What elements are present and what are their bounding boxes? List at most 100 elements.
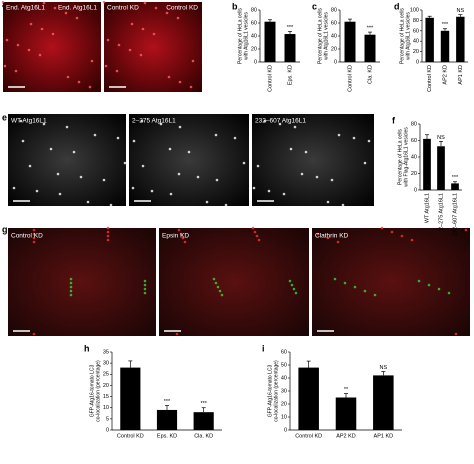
y-tick-label: 0	[416, 59, 419, 65]
speckle	[32, 332, 36, 336]
significance: ***	[287, 25, 294, 31]
speckle	[427, 283, 431, 287]
panel-letter: e	[2, 112, 7, 122]
micrograph	[104, 2, 202, 92]
speckle	[77, 80, 81, 84]
speckle	[196, 175, 200, 179]
speckle	[38, 53, 42, 57]
x-tick-label: Eps. KD	[157, 433, 177, 439]
speckle	[353, 285, 357, 289]
y-tick-label: 40	[411, 154, 417, 160]
significance: NS	[437, 135, 445, 141]
speckle	[278, 122, 282, 126]
y-tick-label: 30	[103, 361, 109, 367]
speckle	[214, 281, 218, 285]
y-axis-label: Percentage of HeLa cells	[317, 8, 323, 64]
x-tick-label: AP2 KD	[336, 433, 356, 439]
x-tick-label: Control KD	[427, 65, 433, 92]
speckle	[123, 161, 127, 165]
speckle	[191, 59, 195, 63]
speckle	[93, 133, 97, 137]
speckle	[464, 228, 468, 232]
speckle	[165, 11, 169, 15]
micrograph	[129, 114, 249, 206]
y-tick-label: 0	[284, 427, 287, 433]
speckle	[3, 64, 7, 68]
speckle	[131, 186, 135, 190]
significance: ***	[452, 175, 459, 181]
significance: NS	[457, 8, 465, 14]
y-tick-label: 0	[414, 187, 417, 193]
speckle	[253, 230, 257, 234]
y-tick-label: 15	[103, 394, 109, 400]
y-tick-label: 0	[334, 59, 337, 65]
speckle	[454, 332, 458, 336]
y-tick-label: 10	[281, 414, 287, 420]
speckle	[181, 236, 185, 240]
speckle	[66, 75, 70, 79]
x-tick-label: Eps. KD	[287, 65, 293, 85]
bar	[423, 138, 431, 190]
image-label: 232–607 Atg16L1	[255, 118, 306, 125]
speckle	[205, 200, 209, 204]
speckle	[28, 164, 32, 168]
panel-letter: d	[394, 1, 400, 11]
speckle	[330, 178, 334, 182]
y-tick-label: 40	[251, 33, 257, 39]
speckle	[143, 279, 147, 283]
speckle	[102, 178, 106, 182]
speckle	[29, 22, 33, 26]
micrograph	[312, 228, 470, 336]
speckle	[447, 291, 451, 295]
image-label: Epsin KD	[162, 233, 189, 240]
y-tick-label: 50	[281, 362, 287, 368]
bar	[373, 375, 394, 430]
speckle	[282, 192, 286, 196]
speckle	[336, 240, 340, 244]
speckle	[132, 139, 136, 143]
y-axis-label: with Flag-Atg16L1 vesicles	[403, 127, 409, 187]
micrograph	[8, 114, 126, 206]
speckle	[257, 238, 261, 242]
y-tick-label: 60	[411, 138, 417, 144]
speckle	[32, 240, 36, 244]
speckle	[141, 164, 145, 168]
speckle	[256, 164, 260, 168]
speckle	[215, 178, 219, 182]
significance: **	[344, 387, 349, 393]
speckle	[316, 232, 320, 236]
y-axis-label: co-localization (percentage)	[95, 360, 101, 422]
y-tick-label: 60	[413, 28, 419, 34]
speckle	[290, 283, 294, 287]
image-label: End. Atg16L1	[58, 5, 97, 12]
speckle	[106, 234, 110, 238]
y-tick-label: 5	[106, 416, 109, 422]
speckle	[42, 1, 46, 5]
significance: ***	[442, 22, 449, 28]
speckle	[300, 172, 304, 176]
y-axis-label: GFP-Atg16-tomato LC3	[89, 365, 95, 418]
speckle	[117, 43, 121, 47]
speckle	[179, 232, 183, 236]
speckle	[337, 133, 341, 137]
bar	[335, 397, 357, 430]
micrograph	[159, 228, 309, 336]
bar	[298, 367, 319, 430]
y-tick-label: 0	[254, 59, 257, 65]
speckle	[367, 139, 371, 143]
speckle	[12, 186, 16, 190]
speckle	[289, 147, 293, 151]
speckle	[72, 150, 76, 154]
bar	[344, 21, 356, 62]
speckle	[189, 85, 193, 89]
speckle	[224, 203, 228, 207]
x-tick-label: WT Atg16L1	[424, 193, 430, 223]
micrograph	[252, 114, 374, 206]
speckle	[175, 332, 179, 336]
y-tick-label: 20	[251, 46, 257, 52]
speckle	[143, 291, 147, 295]
speckle	[341, 203, 345, 207]
speckle	[304, 150, 308, 154]
speckle	[130, 22, 134, 26]
speckle	[32, 232, 36, 236]
